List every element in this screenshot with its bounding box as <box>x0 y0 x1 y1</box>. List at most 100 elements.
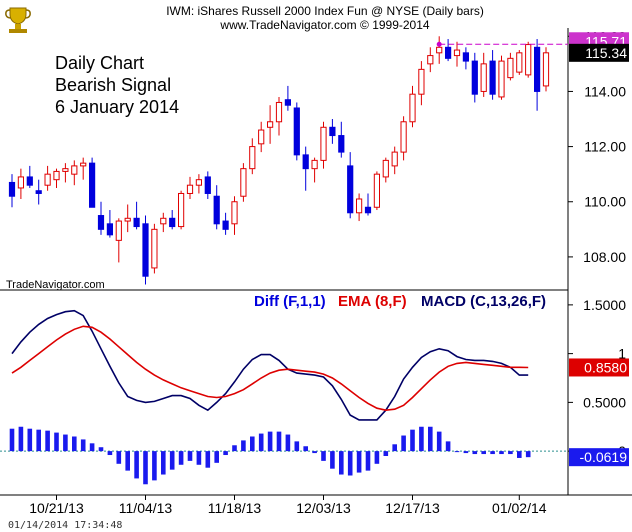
histogram-bar <box>54 432 59 452</box>
histogram-bar <box>250 436 255 452</box>
annotation-line-3: 6 January 2014 <box>55 97 179 117</box>
candle-body-down <box>284 99 291 106</box>
candle-body-down <box>133 217 140 228</box>
histogram-bar <box>178 451 184 465</box>
histogram-bar <box>508 451 513 455</box>
histogram-bar <box>463 451 469 454</box>
watermark-text: TradeNavigator.com <box>6 279 105 291</box>
price-tick-label: 108.00 <box>583 249 626 265</box>
histogram-bar <box>9 428 15 452</box>
histogram-bar <box>258 433 264 452</box>
candle-body-down <box>364 206 372 214</box>
diff-line <box>11 309 529 421</box>
histogram-bar <box>161 451 166 475</box>
candle-body-down <box>213 195 220 225</box>
candle-body-up <box>151 228 158 269</box>
osc-tick-label: 1 <box>618 346 626 362</box>
histogram-bar <box>143 451 148 485</box>
candle-body-down <box>534 46 541 92</box>
histogram-bar <box>276 431 282 452</box>
candle-body-down <box>347 165 354 214</box>
candle-body-up <box>542 52 550 87</box>
candle-body-up <box>231 201 238 225</box>
annotation-line-2: Bearish Signal <box>55 75 171 95</box>
candle-body-up <box>427 55 434 65</box>
histogram-bar <box>472 451 478 455</box>
candle-body-up <box>507 57 514 79</box>
histogram-bar <box>116 451 122 464</box>
histogram-bar <box>365 451 371 471</box>
candle-body-up <box>480 63 487 92</box>
trophy-logo-icon <box>5 7 31 33</box>
histogram-bar <box>169 451 175 470</box>
annotation-line-1: Daily Chart <box>55 53 144 73</box>
histogram-bar <box>294 441 300 452</box>
histogram-bar <box>18 426 24 452</box>
candle-body-down <box>35 190 42 194</box>
candle-body-up <box>178 192 185 228</box>
candle-body-up <box>124 217 131 222</box>
histogram-bar <box>134 451 139 479</box>
date-tick-label: 11/04/13 <box>119 500 173 516</box>
date-tick-label: 01/02/14 <box>492 500 547 516</box>
histogram-bar <box>232 445 237 452</box>
histogram-bar <box>205 451 211 468</box>
candle-body-down <box>89 162 96 208</box>
histogram-bar <box>347 451 353 476</box>
candle-body-down <box>489 60 496 95</box>
candle-body-up <box>80 162 87 167</box>
histogram-bar <box>89 443 95 452</box>
histogram-bar <box>152 451 157 481</box>
candle-body-up <box>409 93 416 123</box>
candle-body-up <box>400 121 407 153</box>
candle-body-up <box>249 146 256 170</box>
histogram-bar <box>383 451 389 456</box>
histogram-bar <box>36 429 41 452</box>
candle-body-up <box>356 198 363 214</box>
histogram-bar <box>428 426 433 452</box>
candle-body-up <box>418 68 425 95</box>
candle-body-up <box>240 168 247 197</box>
histogram-value-label: -0.0619 <box>580 449 628 465</box>
histogram-bar <box>196 451 202 465</box>
date-axis: 10/21/13 11/04/13 11/18/13 12/03/13 12/17/13… <box>29 495 547 516</box>
last-price-label: 115.34 <box>585 45 627 61</box>
oscillator-lines <box>11 309 529 421</box>
candle-body-down <box>204 176 211 194</box>
candle-body-up <box>186 184 194 194</box>
histogram-bar <box>45 430 50 452</box>
histogram-bar <box>125 451 130 471</box>
histogram-bar <box>72 436 77 452</box>
histogram-bar <box>107 451 113 456</box>
candle-body-up <box>115 220 122 241</box>
histogram-bar <box>98 447 104 452</box>
candle-body-up <box>516 52 523 73</box>
candle-body-up <box>195 179 203 186</box>
candle-body-up <box>391 151 398 167</box>
price-tick-label: 114.00 <box>584 83 626 99</box>
histogram-bar <box>303 446 308 452</box>
histogram-bar <box>525 451 531 458</box>
candle-body-up <box>53 170 60 181</box>
candle-body-up <box>71 165 78 175</box>
candle-body-down <box>471 60 478 95</box>
candle-body-down <box>142 223 149 277</box>
histogram-bar <box>481 451 486 455</box>
candle-body-up <box>525 44 532 76</box>
histogram-bar <box>490 451 495 455</box>
histogram-bar <box>330 451 335 469</box>
candle-body-up <box>44 173 51 186</box>
price-tick-label: 112.00 <box>584 139 626 155</box>
candle-body-up <box>373 173 380 208</box>
histogram-bar <box>356 451 362 473</box>
candle-body-down <box>302 154 309 170</box>
histogram-bar <box>517 451 522 458</box>
histogram-bar <box>410 429 415 452</box>
timestamp: 01/14/2014 17:34:48 <box>8 520 122 531</box>
date-tick-label: 11/18/13 <box>208 500 262 516</box>
date-tick-label: 12/03/13 <box>296 500 351 516</box>
ema-line <box>11 325 529 412</box>
